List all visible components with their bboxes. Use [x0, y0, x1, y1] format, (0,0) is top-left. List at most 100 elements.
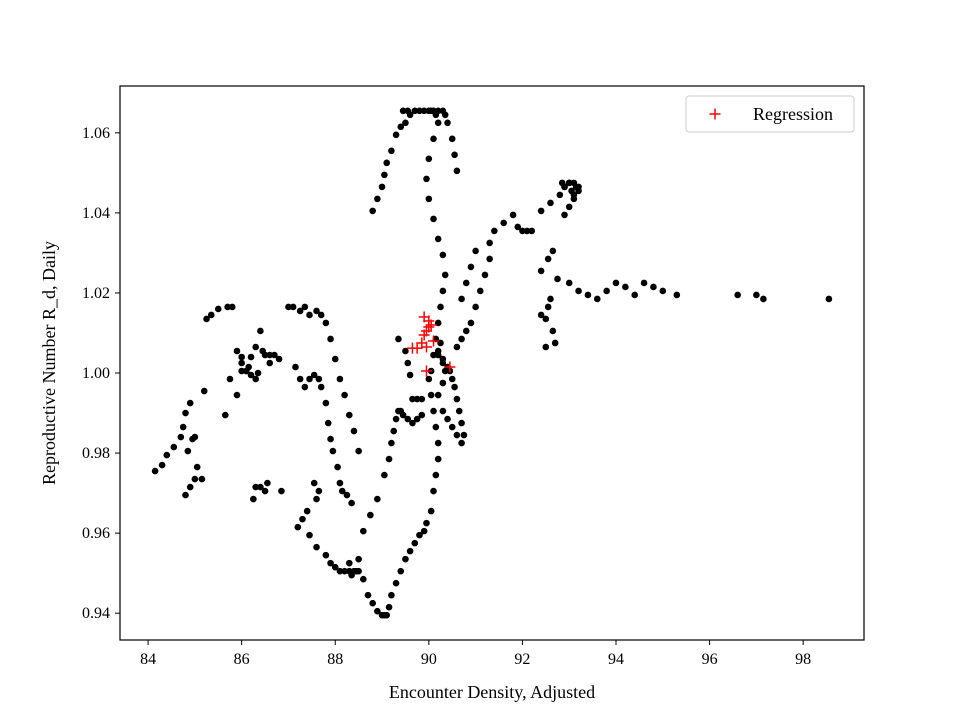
- data-point: [453, 167, 461, 175]
- data-point: [313, 495, 320, 503]
- data-point: [385, 455, 393, 463]
- data-point: [374, 607, 381, 615]
- data-point: [310, 371, 318, 379]
- data-point: [418, 395, 426, 403]
- data-point: [523, 227, 531, 235]
- data-point: [233, 347, 241, 355]
- data-point: [486, 255, 493, 263]
- data-point: [369, 207, 376, 215]
- data-point: [416, 531, 423, 539]
- data-point: [374, 495, 381, 503]
- data-point: [549, 247, 557, 255]
- data-point: [252, 483, 259, 491]
- data-point: [444, 119, 451, 127]
- data-point: [364, 591, 372, 599]
- data-point: [170, 443, 178, 451]
- data-point: [570, 195, 578, 203]
- data-point: [313, 543, 320, 551]
- legend-marker-regression: [709, 108, 721, 120]
- data-point: [334, 463, 341, 471]
- data-point: [336, 567, 344, 575]
- data-point: [383, 611, 391, 619]
- data-point: [640, 279, 648, 287]
- data-point: [186, 399, 194, 407]
- data-point: [198, 475, 206, 483]
- legend: Regression: [685, 95, 855, 133]
- data-point: [673, 291, 681, 299]
- data-point: [537, 267, 545, 275]
- y-axis-label: Reproductive Number R_d, Daily: [39, 241, 59, 485]
- data-point: [322, 319, 330, 327]
- data-point: [350, 427, 358, 435]
- data-point: [402, 119, 409, 127]
- x-tick-label: 98: [795, 651, 811, 668]
- data-point: [385, 603, 393, 611]
- data-point: [191, 475, 199, 483]
- data-point: [238, 367, 245, 375]
- data-point: [250, 495, 257, 503]
- y-tick-label: 1.02: [82, 285, 110, 302]
- data-point: [486, 239, 493, 247]
- data-point: [551, 339, 559, 347]
- data-point: [460, 431, 468, 439]
- data-point: [441, 111, 449, 119]
- y-tick-label: 0.96: [82, 525, 110, 542]
- data-point: [336, 375, 344, 383]
- data-point: [399, 411, 407, 419]
- data-point: [549, 327, 557, 335]
- data-point: [348, 499, 355, 507]
- data-point: [289, 303, 297, 311]
- data-point: [409, 419, 416, 427]
- data-point: [355, 567, 362, 575]
- data-point: [390, 427, 398, 435]
- data-point: [203, 315, 210, 323]
- data-point: [472, 303, 479, 311]
- data-point: [622, 283, 629, 291]
- data-point: [556, 191, 564, 199]
- data-point: [537, 207, 545, 215]
- data-point: [519, 227, 526, 235]
- data-point: [226, 375, 234, 383]
- data-point: [264, 479, 271, 487]
- data-point: [271, 351, 278, 359]
- data-point: [444, 415, 451, 423]
- data-point: [381, 471, 388, 479]
- y-tick-label: 1.04: [82, 205, 110, 222]
- x-tick-label: 90: [421, 651, 437, 668]
- data-point: [207, 311, 215, 319]
- data-point: [544, 255, 552, 263]
- data-point: [402, 347, 409, 355]
- data-point: [575, 187, 582, 195]
- data-point: [383, 159, 391, 167]
- data-point: [306, 531, 313, 539]
- data-point: [406, 547, 414, 555]
- data-point: [247, 371, 255, 379]
- data-point: [404, 415, 412, 423]
- data-point: [439, 379, 447, 387]
- data-point: [734, 291, 741, 299]
- data-point: [233, 391, 241, 399]
- data-point: [409, 395, 416, 403]
- data-point: [292, 363, 299, 371]
- data-point: [313, 307, 320, 315]
- data-point: [631, 291, 639, 299]
- data-point: [659, 287, 667, 295]
- data-point: [392, 415, 400, 423]
- data-point: [392, 579, 400, 587]
- data-point: [565, 179, 573, 187]
- data-point: [528, 227, 536, 235]
- data-point: [411, 539, 419, 547]
- data-point: [453, 431, 461, 439]
- data-point: [462, 327, 470, 335]
- plot-area-frame: [119, 85, 865, 641]
- data-point: [306, 311, 313, 319]
- data-point: [186, 483, 194, 491]
- data-point: [612, 279, 620, 287]
- data-point: [458, 335, 465, 343]
- data-point: [301, 383, 309, 391]
- regression-point: [428, 335, 440, 347]
- data-point: [261, 351, 269, 359]
- data-point: [345, 559, 353, 567]
- data-point: [472, 247, 479, 255]
- data-point: [360, 527, 367, 535]
